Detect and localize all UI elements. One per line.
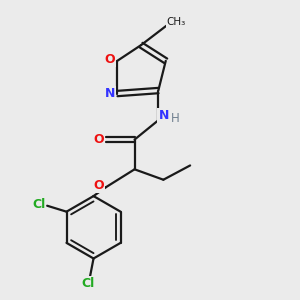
Text: H: H	[171, 112, 180, 125]
Text: CH₃: CH₃	[167, 17, 186, 27]
Text: Cl: Cl	[32, 198, 46, 211]
Text: N: N	[105, 87, 115, 100]
Text: Cl: Cl	[82, 277, 95, 290]
Text: O: O	[93, 179, 104, 192]
Text: O: O	[105, 53, 115, 66]
Text: O: O	[93, 133, 104, 146]
Text: N: N	[158, 109, 169, 122]
